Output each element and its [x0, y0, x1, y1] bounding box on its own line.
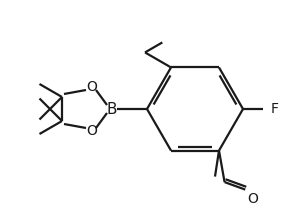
Text: O: O: [248, 192, 259, 206]
Text: O: O: [87, 124, 98, 138]
Text: B: B: [107, 101, 117, 116]
Text: O: O: [87, 80, 98, 94]
Text: F: F: [271, 102, 279, 116]
